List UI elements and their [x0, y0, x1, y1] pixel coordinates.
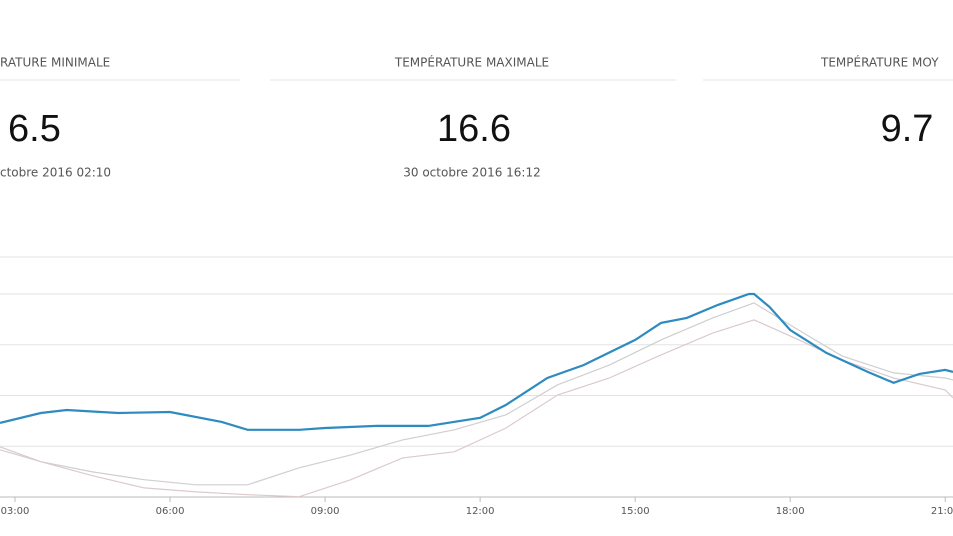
stat-value: 16.6: [437, 108, 511, 150]
series-line: [0, 302, 953, 486]
x-tick-label: 09:00: [311, 506, 340, 517]
x-tick-label: 12:00: [466, 506, 495, 517]
x-tick-label: 15:00: [621, 506, 650, 517]
x-tick-label: 03:00: [1, 506, 30, 517]
x-tick-label: 18:00: [776, 506, 805, 517]
x-tick-label: 06:00: [156, 506, 185, 517]
stat-date: 30 octobre 2016 16:12: [403, 166, 541, 180]
stat-value: 6.5: [8, 108, 61, 150]
stat-label: TEMPÉRATURE MOY: [820, 55, 939, 70]
series-line: [0, 319, 953, 498]
stat-date: ctobre 2016 02:10: [0, 166, 111, 180]
chart: 03:00 06:00 09:00 12:00 15:00 18:00 21:00: [0, 292, 953, 517]
stat-label: RATURE MINIMALE: [0, 56, 110, 70]
series-line: [0, 292, 953, 431]
stat-value: 9.7: [881, 108, 934, 150]
x-tick-label: 21:00: [931, 506, 953, 517]
stat-label: TEMPÉRATURE MAXIMALE: [394, 55, 549, 70]
